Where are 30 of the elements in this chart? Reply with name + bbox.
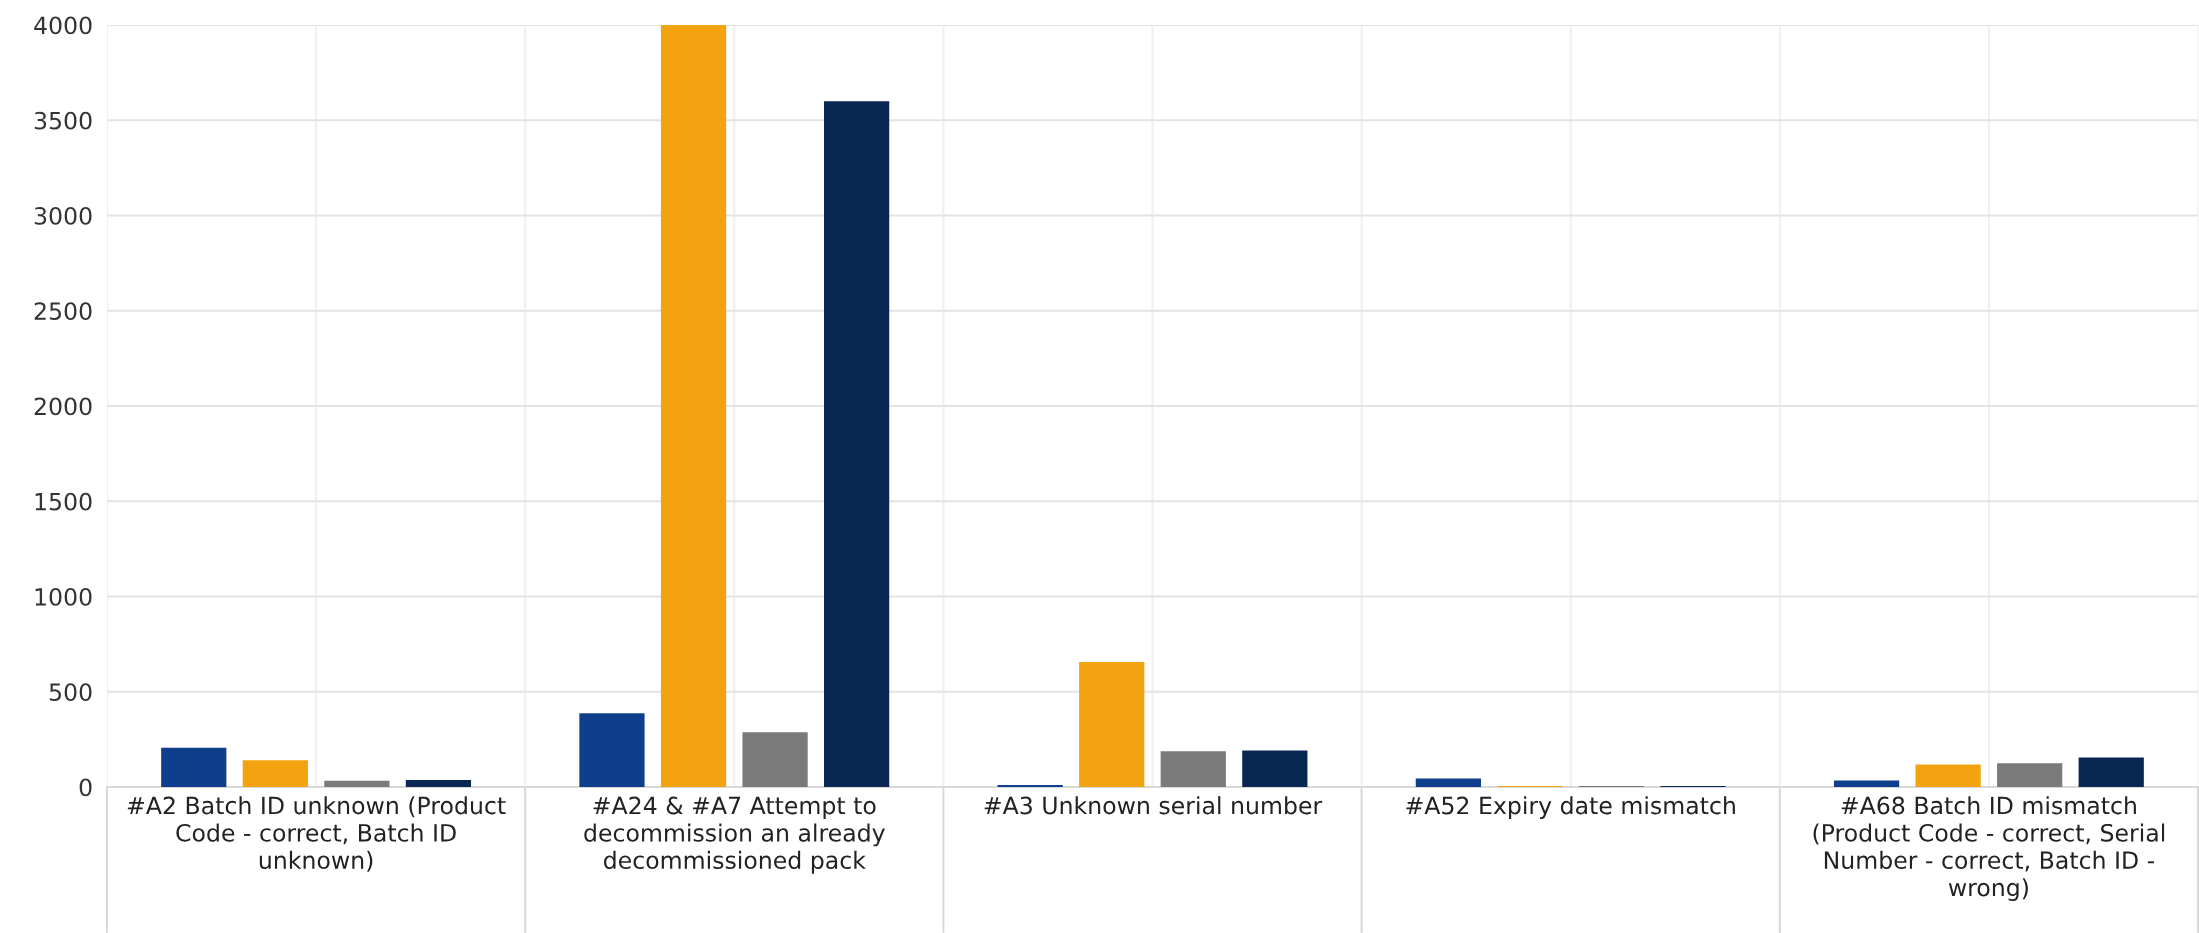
y-tick-label: 3000 bbox=[34, 206, 92, 225]
bar bbox=[405, 779, 472, 787]
bar bbox=[242, 760, 308, 787]
bar bbox=[1833, 780, 1900, 787]
bar bbox=[1915, 764, 1981, 787]
bar bbox=[1415, 778, 1481, 787]
x-tick-label: #A68 Batch ID mismatch (Product Code - correct, Serial Number - correct, Batch ID - wrong) bbox=[1813, 796, 2165, 901]
y-tick-label: 3500 bbox=[34, 111, 92, 130]
y-tick-label: 4000 bbox=[34, 16, 92, 35]
y-tick-label: 0 bbox=[79, 778, 92, 797]
bar bbox=[579, 713, 645, 787]
bar bbox=[824, 101, 890, 787]
y-tick-label: 500 bbox=[49, 683, 92, 702]
y-tick-label: 1500 bbox=[35, 492, 92, 511]
bar bbox=[1079, 662, 1145, 787]
x-tick-label: #A3 Unknown serial number bbox=[984, 796, 1323, 815]
x-tick-label: #A52 Expiry date mismatch bbox=[1406, 796, 1735, 819]
bar bbox=[161, 747, 227, 787]
y-tick-label: 1000 bbox=[35, 587, 92, 606]
bar bbox=[324, 780, 390, 787]
bar bbox=[660, 25, 727, 787]
bar bbox=[1160, 751, 1226, 787]
y-tick-label: 2000 bbox=[34, 397, 92, 416]
bar bbox=[1242, 750, 1308, 787]
x-tick-label: #A24 & #A7 Attempt to decommission an already decommissioned pack bbox=[584, 796, 885, 874]
bar bbox=[1997, 763, 2063, 787]
bar bbox=[2078, 757, 2144, 787]
y-tick-label: 2500 bbox=[34, 302, 92, 321]
x-tick-label: #A2 Batch ID unknown (Product Code - correct, Batch ID unknown) bbox=[127, 796, 506, 872]
bar bbox=[742, 732, 808, 787]
